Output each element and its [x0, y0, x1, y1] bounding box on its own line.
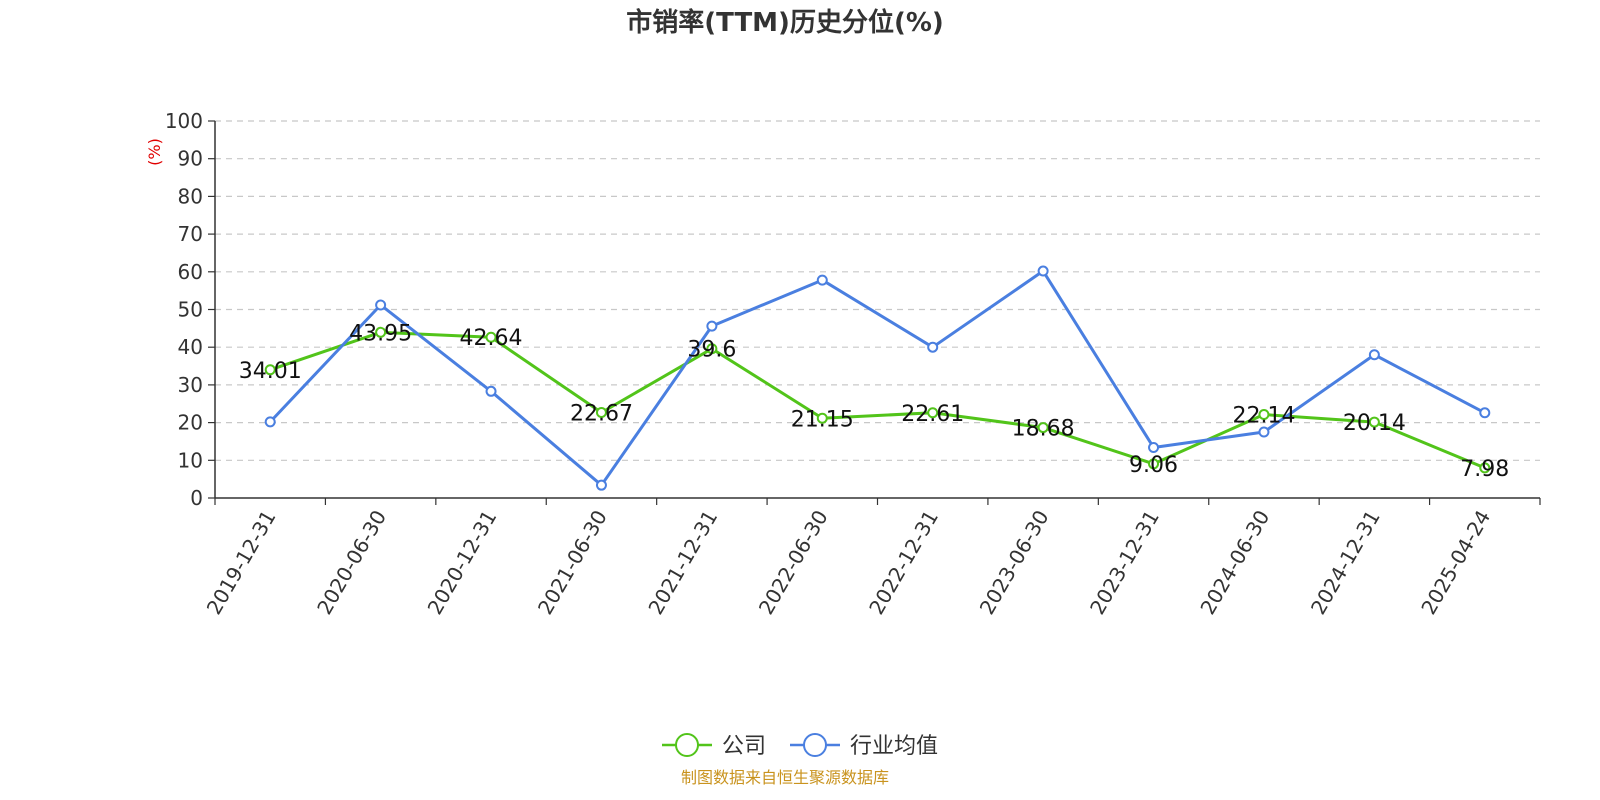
legend-label: 行业均值: [850, 734, 938, 759]
y-tick-label: 40: [178, 335, 203, 359]
x-tick-label: 2023-12-31: [1085, 506, 1164, 619]
data-point: [375, 299, 387, 311]
x-tick-label: 2020-12-31: [423, 506, 502, 619]
data-label: 18.68: [1012, 417, 1075, 442]
x-tick-label: 2019-12-31: [202, 506, 281, 619]
grid-lines: [215, 120, 1540, 461]
y-tick-label: 50: [178, 298, 203, 322]
data-point: [1148, 458, 1160, 470]
source-note: 制图数据来自恒生聚源数据库: [680, 768, 889, 787]
data-label: 22.61: [901, 402, 964, 427]
legend-marker-icon: [803, 733, 827, 757]
y-tick-label: 90: [178, 147, 203, 171]
data-label: 21.15: [791, 407, 854, 432]
data-point: [1479, 462, 1491, 474]
data-point: [375, 326, 387, 338]
x-tick-label: 2024-12-31: [1306, 506, 1385, 619]
data-point: [706, 343, 718, 355]
data-point: [1148, 441, 1160, 453]
legend[interactable]: 公司 行业均值: [662, 733, 938, 759]
chart-title: 市销率(TTM)历史分位(%): [626, 8, 944, 38]
data-point: [927, 407, 939, 419]
data-label: 7.98: [1460, 457, 1509, 482]
data-point: [485, 385, 497, 397]
y-tick-label: 20: [178, 411, 203, 435]
data-point: [595, 407, 607, 419]
x-tick-label: 2025-04-24: [1416, 506, 1495, 619]
x-tick-label: 2020-06-30: [312, 506, 391, 619]
x-tick-label: 2022-06-30: [754, 506, 833, 619]
data-point: [1258, 409, 1270, 421]
data-point: [264, 416, 276, 428]
y-tick-label: 30: [178, 373, 203, 397]
data-point: [816, 274, 828, 286]
data-label: 22.14: [1232, 404, 1295, 429]
data-label: 43.95: [349, 321, 412, 346]
data-point: [1037, 422, 1049, 434]
data-point: [485, 331, 497, 343]
data-point: [595, 479, 607, 491]
series-lines: [264, 265, 1491, 491]
y-tick-label: 80: [178, 184, 203, 208]
data-point: [706, 320, 718, 332]
legend-item-1[interactable]: 公司: [662, 733, 766, 759]
data-point: [1258, 426, 1270, 438]
data-label: 22.67: [570, 402, 633, 427]
y-tick-label: 10: [178, 448, 203, 472]
data-point: [1037, 265, 1049, 277]
x-tick-label: 2021-06-30: [533, 506, 612, 619]
data-point: [1368, 416, 1380, 428]
data-point: [1479, 407, 1491, 419]
legend-item-2[interactable]: 行业均值: [790, 733, 938, 759]
y-tick-label: 60: [178, 260, 203, 284]
data-label: 39.6: [687, 338, 736, 363]
data-label: 42.64: [460, 326, 523, 351]
data-point: [927, 341, 939, 353]
x-tick-label: 2021-12-31: [643, 506, 722, 619]
series-line-1: [269, 330, 1486, 470]
x-tick-label: 2022-12-31: [864, 506, 943, 619]
data-point: [264, 364, 276, 376]
x-tick-label: 2023-06-30: [975, 506, 1054, 619]
axes: 0 10 20 30 40 50 60 70 80 90 100 2019-12-31 2020-06-…: [165, 109, 1541, 619]
y-tick-label: 0: [190, 486, 203, 510]
data-label: 9.06: [1129, 453, 1178, 478]
x-tick-label: 2024-06-30: [1195, 506, 1274, 619]
data-labels: 34.01 43.95 42.64 22.67 39.6 21.15 22.61 18.68 9…: [239, 321, 1510, 482]
data-label: 20.14: [1343, 411, 1406, 436]
legend-marker-icon: [675, 733, 699, 757]
legend-label: 公司: [722, 734, 766, 759]
data-point: [1368, 349, 1380, 361]
data-label: 34.01: [239, 359, 302, 384]
y-tick-label: 100: [165, 109, 203, 133]
data-point: [816, 412, 828, 424]
y-axis-label: (%): [145, 138, 164, 166]
series-line-2: [269, 269, 1486, 487]
y-tick-label: 70: [178, 222, 203, 246]
